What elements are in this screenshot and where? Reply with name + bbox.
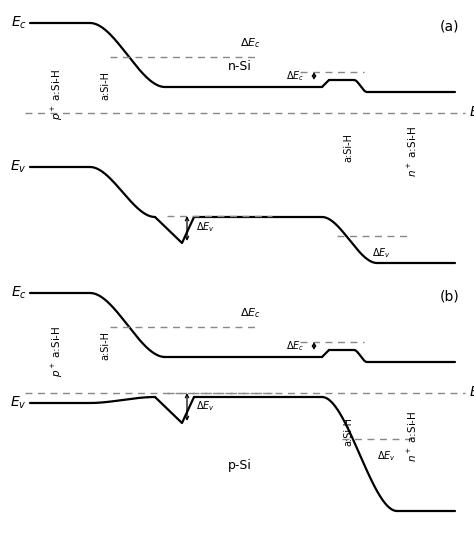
Text: $\Delta E_v$: $\Delta E_v$ (377, 449, 396, 463)
Text: $n^+$ a:Si-H: $n^+$ a:Si-H (405, 410, 419, 461)
Text: $p^+$ a:Si-H: $p^+$ a:Si-H (49, 325, 64, 377)
Text: (a): (a) (440, 19, 459, 33)
Text: $p^+$ a:Si-H: $p^+$ a:Si-H (49, 68, 64, 120)
Text: a:Si-H: a:Si-H (343, 134, 353, 162)
Text: $E_F$: $E_F$ (469, 105, 474, 121)
Text: $\Delta E_c$: $\Delta E_c$ (240, 306, 261, 320)
Text: a:Si-H: a:Si-H (100, 71, 110, 101)
Text: a:Si-H: a:Si-H (100, 332, 110, 360)
Text: a:Si-H: a:Si-H (343, 417, 353, 445)
Text: (b): (b) (440, 289, 460, 303)
Text: $E_c$: $E_c$ (11, 285, 27, 301)
Text: $\Delta E_c$: $\Delta E_c$ (240, 36, 261, 50)
Text: $\Delta E_v$: $\Delta E_v$ (196, 399, 215, 413)
Text: $E_F$: $E_F$ (469, 385, 474, 401)
Text: n-Si: n-Si (228, 60, 252, 72)
Text: $E_v$: $E_v$ (10, 159, 27, 175)
Text: $\Delta E_v$: $\Delta E_v$ (372, 246, 391, 260)
Text: $\Delta E_c$: $\Delta E_c$ (285, 339, 304, 353)
Text: $n^+$ a:Si-H: $n^+$ a:Si-H (405, 126, 419, 177)
Text: $E_c$: $E_c$ (11, 15, 27, 31)
Text: $\Delta E_c$: $\Delta E_c$ (285, 69, 304, 83)
Text: $E_v$: $E_v$ (10, 395, 27, 411)
Text: $\Delta E_v$: $\Delta E_v$ (196, 221, 215, 234)
Text: p-Si: p-Si (228, 459, 252, 472)
